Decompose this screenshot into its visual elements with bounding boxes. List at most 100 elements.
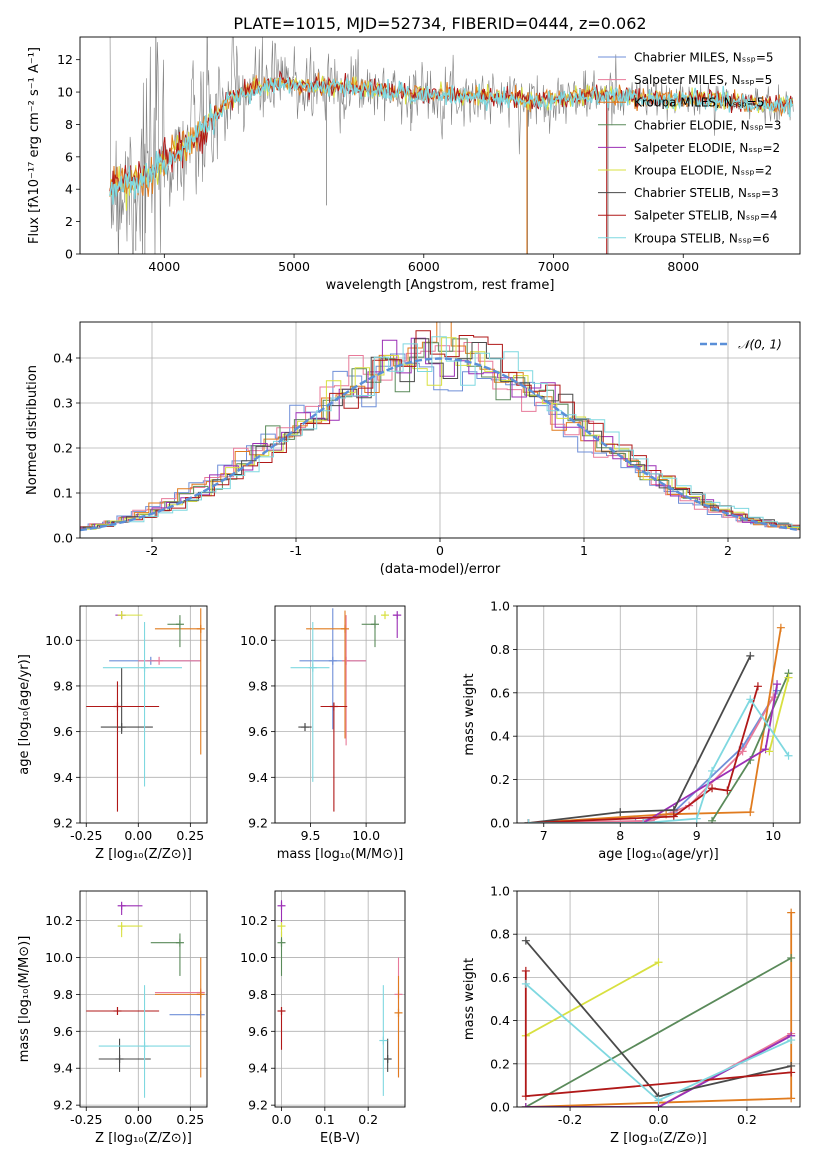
data-spectrum-line <box>109 37 794 254</box>
weight-line-chabrier_stelib <box>528 655 752 823</box>
legend-label: Chabrier MILES, Nₛₛₚ=5 <box>634 51 774 65</box>
errorbar-point-salpeter_stelib <box>86 681 160 812</box>
plot-area-age_vs_mass <box>275 606 405 823</box>
y-tick-label: 10.0 <box>240 950 268 965</box>
axes-spectrum: 4000 5000 6000 7000 8000 0 2 4 6 8 10 12 wavelength … <box>27 36 801 293</box>
histogram-chabrier_miles <box>80 353 800 530</box>
y-tick-label: 9.2 <box>248 816 268 831</box>
x-tick-label: 8000 <box>667 259 699 274</box>
plot-area-mass_vs_Z <box>80 891 207 1107</box>
weight-marker-salpeter_stelib <box>787 1068 796 1077</box>
y-tick-label: 9.6 <box>53 1024 73 1039</box>
weight-marker-kroupa_miles <box>776 623 785 632</box>
x-tick-label: 1 <box>580 543 588 558</box>
x-tick-label: 4000 <box>148 259 180 274</box>
axes-frame <box>274 890 406 1108</box>
legend-label: Salpeter STELIB, Nₛₛₚ=4 <box>634 209 778 223</box>
y-tick-label: 0.2 <box>53 441 73 456</box>
x-axis-label: Z [log₁₀(Z/Z⊙)] <box>95 1131 192 1146</box>
y-tick-label: 9.6 <box>53 724 73 739</box>
axes-frame <box>516 605 801 824</box>
weight-marker-salpeter_stelib <box>753 682 762 691</box>
x-tick-label: 0.25 <box>176 1112 204 1127</box>
y-tick-label: 6 <box>65 149 73 164</box>
normal-curve <box>80 357 800 532</box>
errorbar-point-kroupa_elodie <box>277 922 286 938</box>
model-spectrum-kroupa_stelib <box>109 76 794 205</box>
errorbar-point-kroupa_stelib <box>379 985 388 1096</box>
errorbar-point-chabrier_stelib <box>383 1038 392 1072</box>
weight-marker-salpeter_stelib <box>521 966 530 975</box>
weight-marker-salpeter_elodie <box>773 680 782 689</box>
weight-marker-kroupa_stelib <box>784 751 793 760</box>
errorbar-point-kroupa_miles <box>394 975 403 1078</box>
errorbar-point-salpeter_miles <box>342 615 367 746</box>
histogram-chabrier_stelib <box>80 338 800 531</box>
y-tick-label: 8 <box>65 117 73 132</box>
y-tick-label: 0.0 <box>53 531 73 546</box>
histogram-kroupa_miles <box>80 322 800 530</box>
y-tick-label: 9.4 <box>248 1061 268 1076</box>
y-tick-label: 9.6 <box>248 1024 268 1039</box>
x-tick-label: 0.2 <box>737 1112 757 1127</box>
errorbar-point-chabrier_stelib <box>98 1038 151 1072</box>
x-tick-label: 0.2 <box>358 1112 378 1127</box>
y-tick-label: 9.4 <box>53 1061 73 1076</box>
weight-line-salpeter_elodie <box>642 683 778 823</box>
plot-area-massweight_vs_age <box>517 606 800 823</box>
weight-marker-salpeter_elodie <box>761 745 770 754</box>
y-axis-label: Normed distribution <box>25 365 40 495</box>
histogram-salpeter_miles <box>80 342 800 531</box>
x-axis-label: wavelength [Angstrom, rest frame] <box>326 278 555 293</box>
y-tick-label: 0.2 <box>490 1056 510 1071</box>
histogram-kroupa_stelib <box>80 336 800 530</box>
legend-label: Kroupa MILES, Nₛₛₚ=5 <box>634 96 764 110</box>
weight-line-chabrier_elodie <box>525 957 792 1107</box>
errorbar-point-kroupa_miles <box>154 608 205 755</box>
y-tick-label: 10 <box>57 85 73 100</box>
errorbar-point-salpeter_miles <box>138 656 201 665</box>
plot-area-age_vs_Z <box>80 606 207 823</box>
weight-marker-kroupa_miles <box>787 908 796 917</box>
weight-marker-salpeter_stelib <box>723 786 732 795</box>
y-tick-label: 12 <box>57 52 73 67</box>
weight-marker-kroupa_miles <box>746 808 755 817</box>
weight-marker-chabrier_elodie <box>787 953 796 962</box>
y-tick-label: 9.8 <box>248 987 268 1002</box>
y-tick-label: 9.8 <box>53 678 73 693</box>
y-tick-label: 9.4 <box>248 770 268 785</box>
errorbar-point-kroupa_elodie <box>117 922 143 938</box>
plot-area-residuals <box>80 322 800 538</box>
x-tick-label: -0.2 <box>558 1112 582 1127</box>
errorbar-point-kroupa_miles <box>154 957 205 1078</box>
errorbar-point-kroupa_stelib <box>102 621 183 787</box>
y-tick-label: 0.4 <box>490 729 510 744</box>
x-tick-label: 0.00 <box>124 828 152 843</box>
axes-mass_vs_EBV: 0.0 0.1 0.2 9.2 9.4 9.6 9.8 10.0 10.2 E(B-V) <box>240 890 406 1146</box>
y-tick-label: 9.6 <box>248 724 268 739</box>
y-tick-label: 0.4 <box>53 351 73 366</box>
x-tick-label: 9.5 <box>301 828 321 843</box>
plot-area-spectrum <box>109 37 794 254</box>
x-tick-label: -0.25 <box>70 828 102 843</box>
weight-marker-kroupa_stelib <box>639 819 648 823</box>
errorbar-point-chabrier_elodie <box>150 933 184 976</box>
legend-label: Kroupa STELIB, Nₛₛₚ=6 <box>634 231 770 245</box>
plot-area-mass_vs_EBV <box>275 891 405 1107</box>
y-tick-label: 1.0 <box>490 599 510 614</box>
y-tick-label: 0.6 <box>490 970 510 985</box>
x-tick-label: -0.25 <box>70 1112 102 1127</box>
errorbar-point-salpeter_stelib <box>320 702 348 812</box>
weight-marker-chabrier_stelib <box>616 808 625 817</box>
axes-frame <box>516 890 801 1108</box>
y-tick-label: 9.2 <box>53 816 73 831</box>
y-tick-label: 0 <box>65 247 73 262</box>
y-axis-label: mass weight <box>462 673 477 755</box>
legend-label: Chabrier STELIB, Nₛₛₚ=3 <box>634 186 779 200</box>
weight-marker-kroupa_miles <box>787 1094 796 1103</box>
weight-line-chabrier_miles <box>528 690 778 823</box>
x-tick-label: 9 <box>693 828 701 843</box>
weight-marker-kroupa_stelib <box>787 1036 796 1045</box>
axes-mass_vs_Z: -0.25 0.00 0.25 9.2 9.4 9.6 9.8 10.0 10.2 Z [log₁… <box>17 890 208 1146</box>
x-tick-label: 0.0 <box>649 1112 669 1127</box>
